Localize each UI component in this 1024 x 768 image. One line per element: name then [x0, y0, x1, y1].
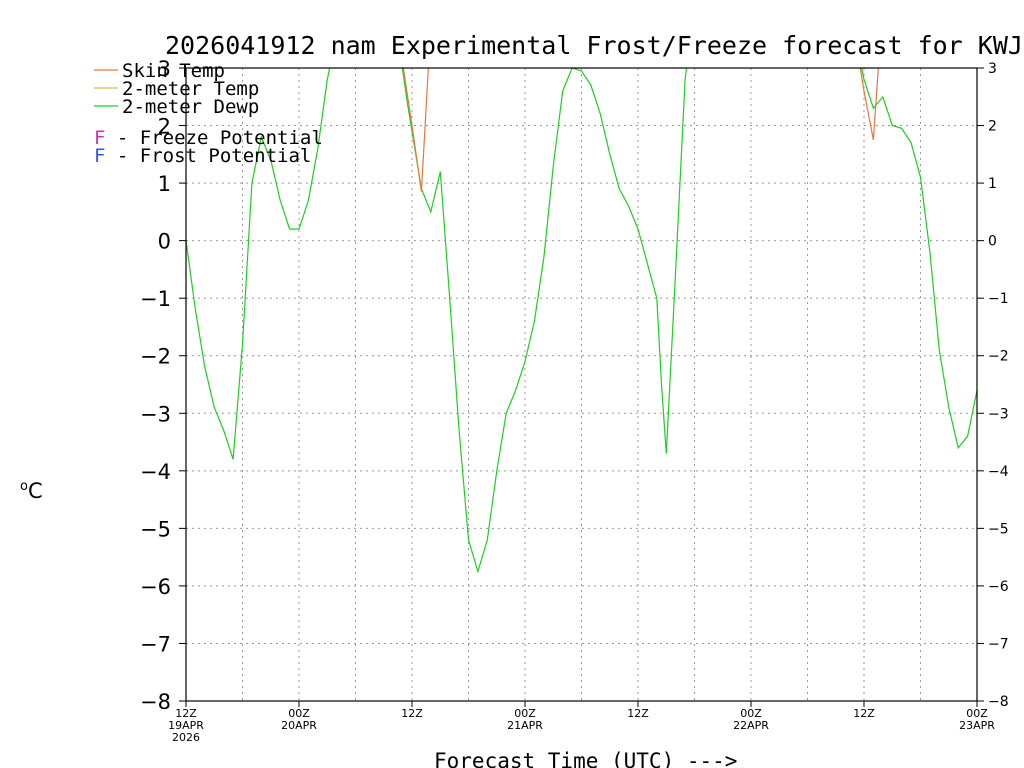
x-tick-label: 12Z: [627, 707, 649, 720]
x-tick-label: 19APR: [168, 719, 204, 732]
y-tick-label-left: −5: [140, 517, 171, 541]
y-tick-label-right: −1: [988, 291, 1009, 307]
y-axis-right: 3 2 1 0 −1 −2 −3 −4 −5 −6 −7 −8: [977, 61, 1009, 710]
plot-frame: [185, 67, 978, 702]
legend-entry-1: 2-meter Temp: [122, 78, 259, 100]
potential-letter: F: [94, 145, 105, 167]
y-tick-label-left: −8: [140, 690, 171, 714]
svg-text:oC: oC: [20, 479, 43, 503]
y-tick-label-right: −4: [988, 464, 1009, 480]
y-tick-label-left: −7: [140, 632, 171, 656]
x-tick-label: 2026: [172, 731, 200, 744]
potential-text: - Freeze Potential: [105, 127, 322, 149]
y-axis-label-unit: C: [28, 479, 43, 503]
potential-legend-1: F - Frost Potential: [94, 145, 311, 167]
y-tick-label-right: 2: [988, 119, 997, 135]
y-tick-label-left: 1: [158, 172, 171, 196]
y-tick-label-right: −2: [988, 349, 1009, 365]
y-tick-label-right: −3: [988, 406, 1009, 422]
y-axis-label: oC: [20, 479, 43, 503]
potential-letter: F: [94, 127, 105, 149]
x-tick-label: 00Z: [514, 707, 536, 720]
y-tick-label-left: 0: [158, 230, 171, 254]
x-tick-label: 12Z: [175, 707, 197, 720]
y-tick-label-right: 1: [988, 176, 997, 192]
series-2-meter-dewp: [186, 68, 977, 574]
potential-legend-0: F - Freeze Potential: [94, 127, 323, 149]
series-layer: [186, 68, 977, 574]
y-tick-label-left: 3: [158, 57, 171, 81]
y-tick-label-left: −3: [140, 402, 171, 426]
x-tick-label: 23APR: [959, 719, 995, 732]
potential-text: - Frost Potential: [105, 145, 311, 167]
x-tick-label: 00Z: [288, 707, 310, 720]
legend-entry-0: Skin Temp: [122, 60, 225, 82]
x-tick-label: 22APR: [733, 719, 769, 732]
y-tick-label-right: −6: [988, 579, 1009, 595]
series-skin-temp-seg-1: [859, 68, 879, 141]
y-tick-label-left: −4: [140, 460, 171, 484]
x-tick-label: 00Z: [740, 707, 762, 720]
series-skin-temp-seg-0: [402, 68, 429, 192]
x-tick-label: 12Z: [401, 707, 423, 720]
y-tick-label-left: −2: [140, 345, 171, 369]
x-tick-label: 12Z: [853, 707, 875, 720]
y-axis-left: 3 2 1 0 −1 −2 −3 −4 −5 −6 −7 −8: [140, 57, 186, 714]
y-tick-label-right: 0: [988, 234, 997, 250]
y-tick-label-left: −6: [140, 575, 171, 599]
x-tick-label: 20APR: [281, 719, 317, 732]
y-tick-label-right: −7: [988, 636, 1009, 652]
y-tick-label-right: −5: [988, 521, 1009, 537]
y-tick-label-left: 2: [158, 115, 171, 139]
x-tick-label: 21APR: [507, 719, 543, 732]
x-axis-label: Forecast Time (UTC) --->: [434, 749, 737, 768]
legend-entry-2: 2-meter Dewp: [122, 96, 259, 118]
y-tick-label-right: −8: [988, 694, 1009, 710]
y-tick-label-right: 3: [988, 61, 997, 77]
y-axis-label-degree: o: [20, 479, 28, 494]
x-tick-label: 00Z: [966, 707, 988, 720]
chart-title: 2026041912 nam Experimental Frost/Freeze…: [165, 31, 1024, 60]
y-tick-label-left: −1: [140, 287, 171, 311]
